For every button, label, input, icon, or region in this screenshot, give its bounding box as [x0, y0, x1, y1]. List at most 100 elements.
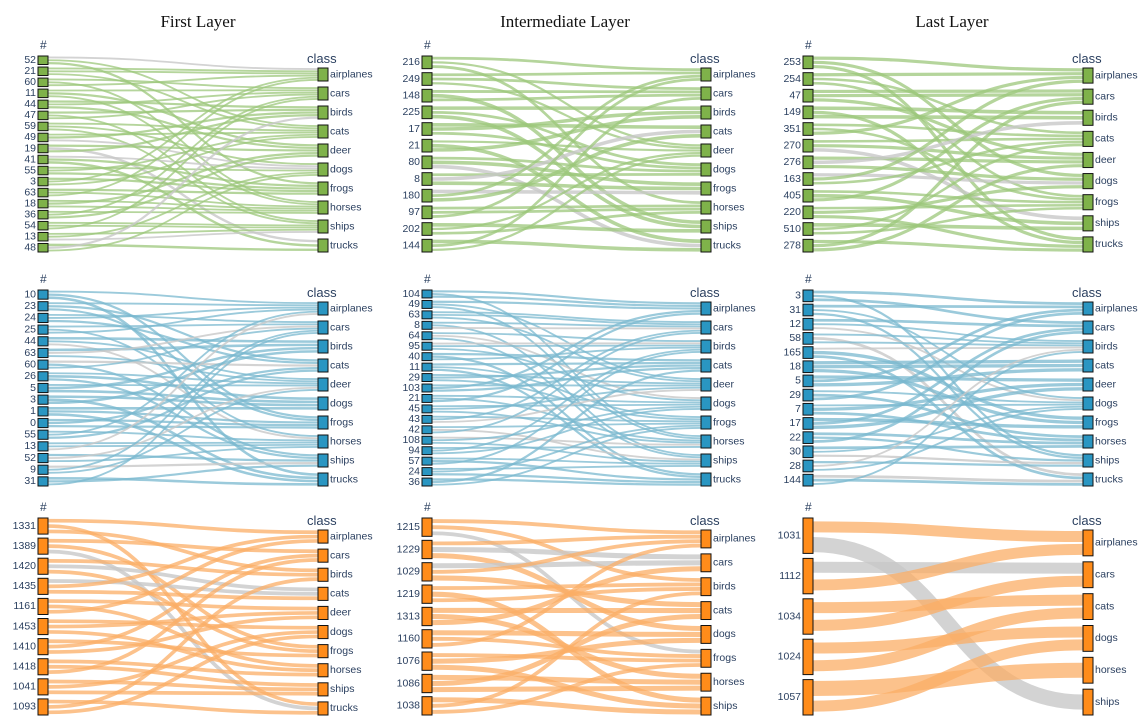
class-node-label: horses [713, 201, 745, 213]
links-group [47, 290, 319, 486]
flow-link [47, 78, 319, 89]
flow-link [812, 144, 1084, 160]
class-node [1082, 593, 1094, 620]
source-node [37, 110, 49, 121]
source-node-label: 22 [789, 431, 801, 443]
flow-link [431, 428, 702, 461]
class-node [1082, 377, 1094, 392]
class-node-label: airplanes [713, 68, 756, 80]
class-node-label: frogs [330, 416, 353, 428]
source-node [421, 673, 433, 694]
source-node [421, 517, 433, 537]
flow-link [431, 478, 702, 486]
flow-link [812, 239, 1084, 252]
class-node-label: birds [713, 106, 736, 118]
class-node [700, 672, 712, 692]
source-node-label: 1076 [397, 655, 421, 667]
class-node-label: frogs [713, 416, 736, 428]
source-node-label: 1219 [397, 588, 421, 600]
flow-link [47, 589, 319, 601]
source-node-label: 1215 [397, 521, 421, 533]
source-node-label: 163 [783, 173, 801, 185]
source-node [421, 72, 433, 86]
source-node-label: 36 [24, 208, 36, 220]
flow-link [431, 122, 702, 129]
class-node [700, 219, 712, 234]
source-node [802, 459, 814, 473]
source-node-label: 3 [795, 290, 801, 302]
flow-link [431, 61, 702, 147]
class-node-label: cars [330, 321, 350, 333]
flow-link [812, 190, 1084, 204]
column-title-last-layer: Last Layer [915, 12, 988, 31]
source-node-label: 3 [30, 393, 36, 405]
flow-link [431, 82, 702, 150]
class-node-label: frogs [1095, 416, 1118, 428]
source-node [802, 598, 814, 635]
flow-link [47, 67, 319, 73]
flow-link [47, 430, 319, 442]
class-node-label: cats [1095, 600, 1114, 612]
class-node [317, 339, 329, 354]
flow-link [47, 224, 319, 229]
flow-link [47, 81, 319, 203]
flow-link [431, 140, 702, 152]
flow-link [431, 181, 702, 191]
class-node [1082, 688, 1094, 716]
source-node-label: 17 [408, 123, 420, 135]
class-node-label: birds [330, 340, 353, 352]
class-node-label: cars [713, 321, 733, 333]
class-axis-header: class [690, 285, 720, 300]
source-node [802, 88, 814, 103]
flow-link [47, 166, 319, 172]
flow-link [47, 529, 319, 573]
flow-link [812, 333, 1084, 345]
source-node-label: 1420 [13, 560, 37, 572]
links-group [431, 56, 702, 252]
source-node [802, 332, 814, 345]
column-title-first-layer: First Layer [160, 12, 235, 31]
source-node-label: 1112 [779, 570, 801, 582]
class-node [1082, 529, 1094, 557]
flow-link [47, 389, 319, 474]
sankey-panel-5: 3 31 12 58 165 18 5 29 7 17 22 30 28 144 airplanes cars… [783, 272, 1138, 487]
flow-link [47, 76, 319, 183]
class-node [700, 105, 712, 120]
flow-link [812, 304, 1084, 309]
source-node-label: 60 [24, 76, 36, 88]
source-node [37, 312, 49, 324]
source-node [421, 320, 433, 330]
source-node [802, 222, 814, 236]
flow-link [812, 143, 1084, 231]
class-node [317, 162, 329, 177]
source-node-label: 29 [408, 371, 420, 383]
source-node [37, 347, 49, 359]
class-node [317, 701, 329, 716]
source-node-label: 1453 [13, 620, 37, 632]
source-node [421, 352, 433, 362]
source-node-label: 63 [408, 309, 420, 321]
source-node [37, 231, 49, 242]
flow-link [47, 461, 319, 468]
source-node-label: 1041 [13, 681, 37, 693]
sankey-panel-8: 1031 1112 1034 1024 1057 airplanes cars cats dog… [778, 500, 1138, 716]
flow-link [812, 75, 1084, 135]
source-node [37, 77, 49, 88]
source-node [37, 658, 49, 676]
flow-link [812, 323, 1084, 342]
class-node [317, 567, 329, 582]
source-axis-header: # [424, 38, 431, 52]
class-node-label: frogs [713, 652, 736, 664]
source-node [37, 638, 49, 656]
flow-link [431, 309, 702, 390]
flow-link [47, 599, 319, 611]
source-node [421, 172, 433, 186]
class-node-label: horses [713, 676, 745, 688]
source-node [802, 431, 814, 444]
class-node [317, 625, 329, 640]
class-node [700, 200, 712, 215]
sankey-panel-2: 253 254 47 149 351 270 276 163 405 220 510 278 airpl… [783, 38, 1138, 253]
class-node-label: horses [713, 435, 745, 447]
source-node-label: 13 [24, 440, 36, 452]
